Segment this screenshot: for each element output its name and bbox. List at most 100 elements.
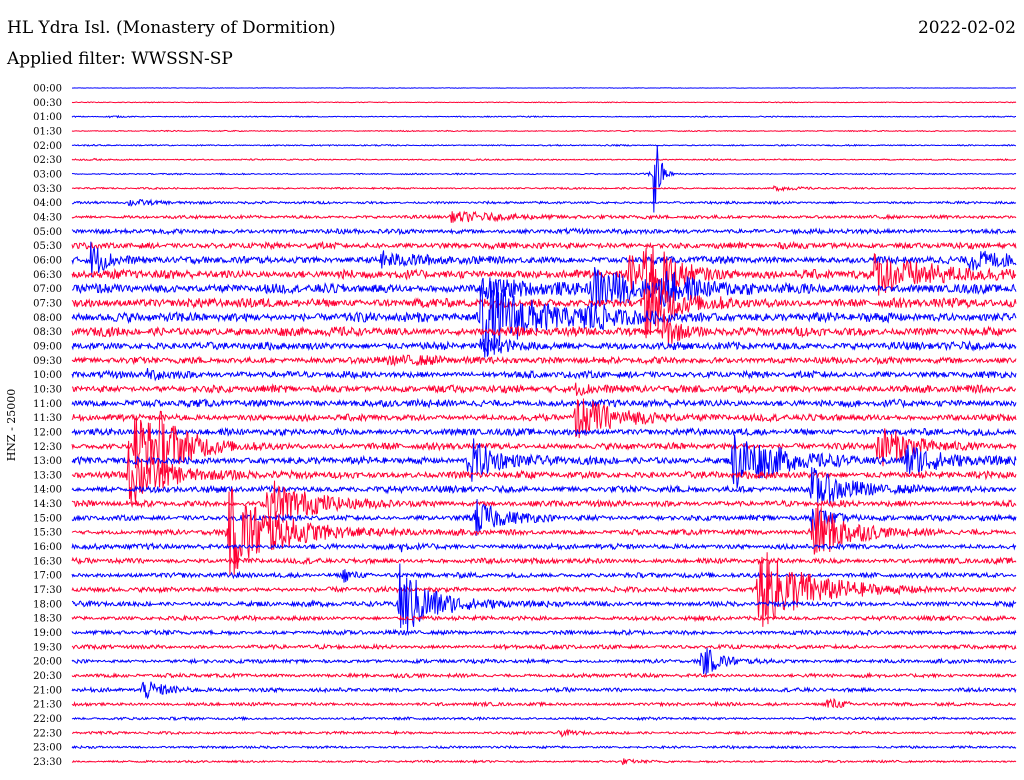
row-time-label: 02:00 [33, 141, 62, 152]
row-time-label: 15:00 [33, 513, 62, 524]
trace-row [71, 613, 1017, 623]
row-time-label: 04:30 [33, 212, 62, 223]
row-time-label: 16:30 [33, 556, 62, 567]
trace-row [71, 240, 1017, 251]
trace-row [71, 143, 1017, 147]
trace-row [71, 210, 1017, 223]
trace-row [71, 87, 1017, 89]
trace-row [71, 642, 1017, 651]
row-time-label: 15:30 [33, 528, 62, 539]
row-time-label: 03:30 [33, 184, 62, 195]
row-time-label: 17:00 [33, 571, 62, 582]
trace-row [71, 198, 1017, 207]
row-time-label: 13:00 [33, 456, 62, 467]
row-time-label: 01:00 [33, 112, 62, 123]
row-time-label: 08:00 [33, 313, 62, 324]
trace-row [71, 398, 1017, 439]
y-axis-label: HNZ - 25000 [5, 389, 18, 462]
trace-row [71, 267, 1017, 309]
row-time-label: 18:00 [33, 599, 62, 610]
trace-row [71, 397, 1017, 409]
row-time-labels: 00:00 00:30 01:00 01:30 02:00 02:30 03:00 03:30… [33, 84, 62, 769]
row-time-label: 23:00 [33, 743, 62, 754]
trace-row [71, 241, 1017, 278]
row-time-label: 06:00 [33, 255, 62, 266]
trace-row [71, 647, 1017, 675]
row-time-label: 14:30 [33, 499, 62, 510]
trace-row [71, 697, 1017, 709]
trace-row [71, 367, 1017, 382]
trace-row [71, 563, 1017, 631]
row-time-label: 17:30 [33, 585, 62, 596]
row-time-label: 04:00 [33, 198, 62, 209]
row-time-label: 13:30 [33, 470, 62, 481]
y-axis-label-group: HNZ - 25000 [5, 389, 18, 462]
trace-row [71, 569, 1017, 583]
row-time-label: 12:00 [33, 427, 62, 438]
trace-row [71, 354, 1017, 367]
station-title: HL Ydra Isl. (Monastery of Dormition) [7, 18, 336, 38]
row-time-label: 21:30 [33, 700, 62, 711]
trace-row [71, 308, 1017, 347]
row-time-label: 20:30 [33, 671, 62, 682]
row-time-label: 08:30 [33, 327, 62, 338]
row-time-label: 06:30 [33, 270, 62, 281]
row-time-label: 05:00 [33, 227, 62, 238]
trace-row [71, 628, 1017, 637]
row-time-label: 07:30 [33, 298, 62, 309]
trace-row [71, 467, 1017, 504]
trace-row [71, 145, 1017, 213]
row-time-label: 09:30 [33, 356, 62, 367]
row-time-label: 18:30 [33, 614, 62, 625]
row-time-label: 11:30 [33, 413, 62, 424]
row-time-label: 23:30 [33, 757, 62, 768]
trace-row [71, 552, 1017, 627]
row-time-label: 22:00 [33, 714, 62, 725]
row-time-label: 07:00 [33, 284, 62, 295]
trace-row [71, 226, 1017, 236]
trace-row [71, 488, 1017, 576]
row-time-label: 22:30 [33, 728, 62, 739]
trace-row [71, 410, 1017, 479]
trace-row [72, 728, 1017, 738]
trace-row [71, 671, 1017, 680]
trace-row [71, 101, 1017, 104]
row-time-label: 21:00 [33, 685, 62, 696]
row-time-label: 10:30 [33, 384, 62, 395]
filter-label: Applied filter: WWSSN-SP [7, 49, 233, 69]
trace-row [71, 114, 1016, 119]
row-time-label: 01:30 [33, 126, 62, 137]
row-time-label: 19:00 [33, 628, 62, 639]
trace-row [71, 281, 1017, 358]
row-time-label: 05:30 [33, 241, 62, 252]
trace-row [71, 556, 1017, 566]
record-date: 2022-02-02 [917, 18, 1016, 38]
trace-row [71, 541, 1017, 553]
trace-row [71, 184, 1017, 193]
trace-row [71, 758, 1017, 766]
row-time-label: 03:00 [33, 169, 62, 180]
row-time-label: 16:00 [33, 542, 62, 553]
row-time-label: 09:00 [33, 341, 62, 352]
row-time-label: 10:00 [33, 370, 62, 381]
row-time-label: 00:30 [33, 98, 62, 109]
trace-row [71, 245, 1017, 309]
trace-row [71, 129, 1017, 133]
trace-row [71, 337, 1017, 354]
trace-row [71, 715, 1017, 722]
row-time-label: 12:30 [33, 442, 62, 453]
row-time-label: 14:00 [33, 485, 62, 496]
row-time-label: 19:30 [33, 642, 62, 653]
row-time-label: 02:30 [33, 155, 62, 166]
trace-row [71, 744, 1017, 750]
trace-row [71, 440, 1017, 504]
trace-row [71, 157, 1017, 162]
trace-row [71, 382, 1017, 396]
trace-row [71, 426, 1017, 438]
seismic-traces [71, 87, 1017, 766]
row-time-label: 20:00 [33, 657, 62, 668]
trace-row [71, 434, 1017, 489]
row-time-label: 00:00 [33, 84, 62, 95]
row-time-label: 11:00 [33, 399, 62, 410]
